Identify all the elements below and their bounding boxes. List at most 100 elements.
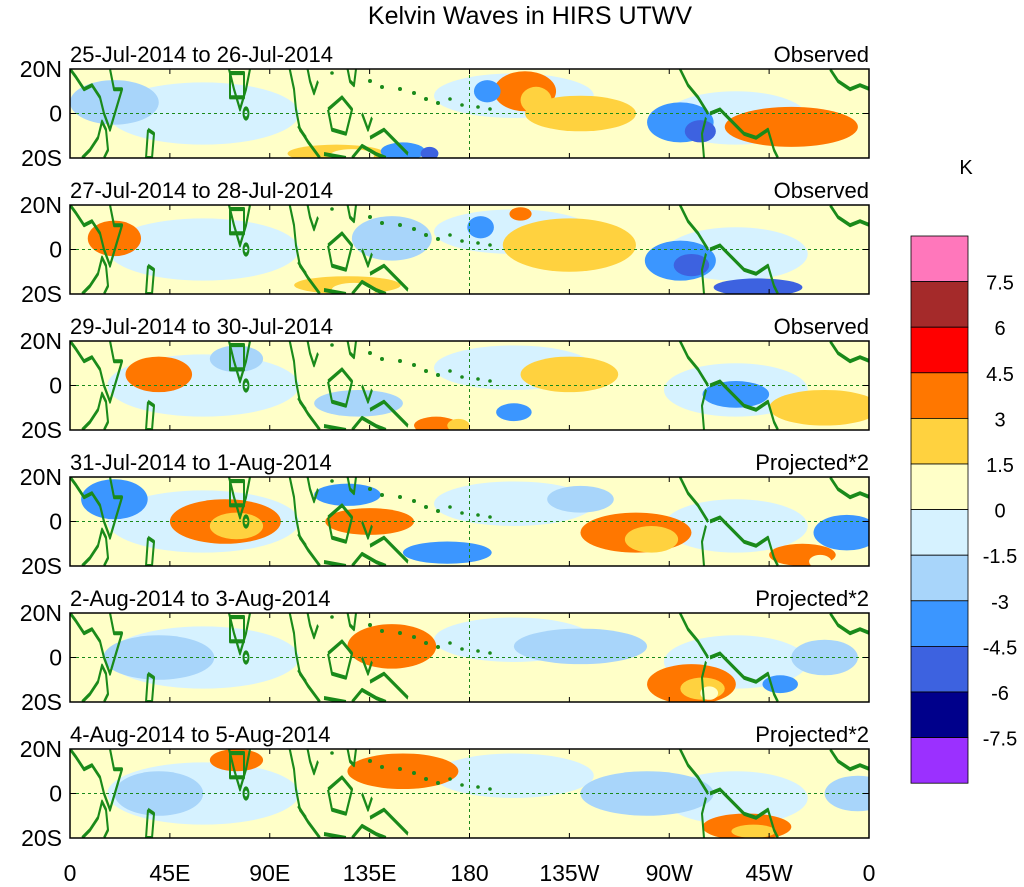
anomaly-blob bbox=[769, 389, 869, 426]
anomaly-blob bbox=[209, 512, 264, 540]
lat-label: 20S bbox=[21, 689, 62, 715]
panel-date-range: 27-Jul-2014 to 28-Jul-2014 bbox=[70, 178, 333, 203]
anomaly-blob bbox=[114, 771, 204, 816]
anomaly-blob bbox=[700, 686, 719, 700]
figure-title: Kelvin Waves in HIRS UTWV bbox=[368, 2, 692, 30]
anomaly-blob bbox=[467, 216, 494, 239]
colorbar-swatch bbox=[910, 417, 969, 465]
lat-label: 20S bbox=[21, 145, 62, 171]
lat-label: 20N bbox=[20, 736, 62, 762]
anomaly-blob bbox=[433, 753, 594, 798]
anomaly-field bbox=[70, 477, 869, 566]
anomaly-blob bbox=[624, 525, 679, 553]
anomaly-blob bbox=[731, 824, 776, 838]
anomaly-blob bbox=[347, 624, 437, 669]
lon-label: 180 bbox=[450, 860, 488, 886]
colorbar-label: -4.5 bbox=[983, 637, 1017, 659]
map-panel: 4-Aug-2014 to 5-Aug-2014 Projected*2 20N 0 2… bbox=[20, 722, 870, 851]
anomaly-blob bbox=[520, 356, 619, 393]
colorbar-swatch bbox=[910, 235, 969, 282]
anomaly-blob bbox=[325, 508, 415, 535]
panel-type-label: Observed bbox=[774, 314, 869, 339]
anomaly-blob bbox=[496, 403, 532, 422]
panel-date-range: 2-Aug-2014 to 3-Aug-2014 bbox=[70, 586, 331, 611]
lat-label: 20N bbox=[20, 600, 62, 626]
panel-date-range: 29-Jul-2014 to 30-Jul-2014 bbox=[70, 314, 333, 339]
colorbar-label: 3 bbox=[994, 409, 1005, 431]
longitude-axis: 0 45E 90E 135E 180 135W 90W 45W 0 bbox=[64, 860, 876, 886]
anomaly-blob bbox=[447, 418, 470, 430]
lat-label: 0 bbox=[49, 237, 62, 263]
anomaly-blob bbox=[502, 218, 636, 272]
map-panel: 25-Jul-2014 to 26-Jul-2014 Observed 20N 0 20… bbox=[20, 42, 870, 171]
lat-label: 0 bbox=[49, 509, 62, 535]
anomaly-blob bbox=[402, 541, 492, 564]
anomaly-blob bbox=[420, 146, 439, 158]
anomaly-blob bbox=[347, 753, 459, 790]
lat-label: 0 bbox=[49, 781, 62, 807]
anomaly-blob bbox=[314, 389, 403, 417]
colorbar: K 7.5 6 4.5 3 1.5 0 -1.5 -3 -4.5 -6 -7.5 bbox=[910, 157, 1017, 784]
map-panels: 25-Jul-2014 to 26-Jul-2014 Observed 20N 0 20… bbox=[20, 42, 870, 851]
anomaly-blob bbox=[103, 635, 215, 680]
lat-label: 20N bbox=[20, 464, 62, 490]
anomaly-blob bbox=[791, 639, 858, 676]
colorbar-swatch bbox=[910, 737, 969, 784]
panel-type-label: Observed bbox=[774, 178, 869, 203]
colorbar-swatch bbox=[910, 509, 969, 556]
lon-label: 0 bbox=[863, 860, 876, 886]
anomaly-blob bbox=[813, 514, 869, 551]
colorbar-swatch bbox=[910, 646, 969, 693]
colorbar-swatch bbox=[910, 372, 969, 419]
colorbar-label: 4.5 bbox=[986, 364, 1014, 386]
lat-label: 0 bbox=[49, 645, 62, 671]
panel-date-range: 31-Jul-2014 to 1-Aug-2014 bbox=[70, 450, 332, 475]
lat-label: 20N bbox=[20, 192, 62, 218]
colorbar-label: 6 bbox=[994, 318, 1005, 340]
colorbar-swatch bbox=[910, 554, 969, 602]
anomaly-blob bbox=[673, 253, 710, 277]
anomaly-blob bbox=[762, 675, 798, 694]
anomaly-blob bbox=[513, 628, 648, 665]
lat-label: 20N bbox=[20, 328, 62, 354]
anomaly-blob bbox=[125, 356, 193, 393]
lon-label: 135W bbox=[539, 860, 599, 886]
lat-label: 20S bbox=[21, 553, 62, 579]
anomaly-blob bbox=[684, 120, 716, 143]
anomaly-blob bbox=[724, 106, 858, 147]
lat-label: 20S bbox=[21, 825, 62, 851]
map-panel: 2-Aug-2014 to 3-Aug-2014 Projected*2 20N 0 2… bbox=[20, 586, 870, 715]
lon-label: 90W bbox=[646, 860, 694, 886]
anomaly-blob bbox=[473, 80, 501, 103]
lon-label: 45E bbox=[149, 860, 190, 886]
colorbar-label: -7.5 bbox=[983, 729, 1017, 751]
panel-type-label: Projected*2 bbox=[755, 722, 869, 747]
colorbar-label: -6 bbox=[991, 683, 1009, 705]
colorbar-swatch bbox=[910, 463, 969, 510]
anomaly-field bbox=[70, 341, 869, 430]
map-panel: 29-Jul-2014 to 30-Jul-2014 Observed 20N 0 20… bbox=[20, 314, 870, 443]
colorbar-swatch bbox=[910, 326, 969, 374]
lat-label: 20S bbox=[21, 281, 62, 307]
panel-type-label: Projected*2 bbox=[755, 586, 869, 611]
colorbar-swatch bbox=[910, 600, 969, 647]
colorbar-label: -1.5 bbox=[983, 546, 1017, 568]
panel-type-label: Projected*2 bbox=[755, 450, 869, 475]
anomaly-blob bbox=[713, 278, 803, 294]
colorbar-label: -3 bbox=[991, 592, 1009, 614]
colorbar-swatch bbox=[910, 281, 969, 328]
map-panel: 31-Jul-2014 to 1-Aug-2014 Projected*2 20N 0… bbox=[20, 450, 870, 579]
panel-date-range: 25-Jul-2014 to 26-Jul-2014 bbox=[70, 42, 333, 67]
panel-type-label: Observed bbox=[774, 42, 869, 67]
anomaly-field bbox=[70, 749, 869, 838]
anomaly-blob bbox=[851, 140, 869, 158]
anomaly-blob bbox=[209, 345, 264, 373]
anomaly-blob bbox=[314, 483, 381, 506]
anomaly-blob bbox=[87, 220, 142, 257]
lon-label: 0 bbox=[64, 860, 77, 886]
map-panel: 27-Jul-2014 to 28-Jul-2014 Observed 20N 0 20… bbox=[20, 178, 870, 307]
anomaly-blob bbox=[414, 416, 459, 430]
lat-label: 0 bbox=[49, 101, 62, 127]
anomaly-blob bbox=[509, 207, 532, 221]
